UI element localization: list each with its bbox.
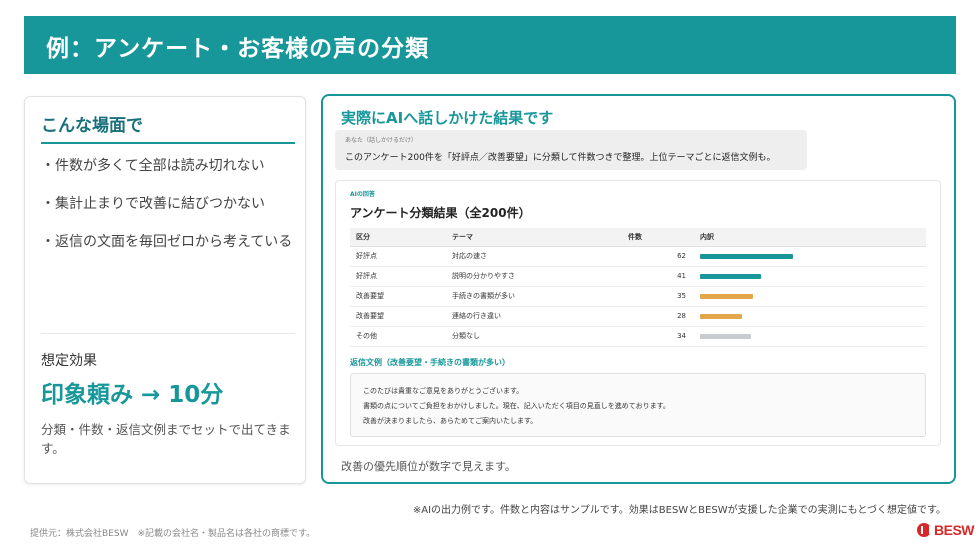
cell-theme: 対応の速さ [446,246,622,267]
cell-category: その他 [350,326,446,347]
slide-header: 例：アンケート・お客様の声の分類 [24,16,956,74]
cell-breakdown [694,266,926,287]
cell-count: 35 [622,286,694,307]
pain-point-list: ・件数が多くて全部は読み切れない ・集計止まりで改善に結びつかない ・返信の文面… [41,155,297,269]
result-title: 実際にAIへ話しかけた結果です [341,109,554,127]
pain-point-item: ・件数が多くて全部は読み切れない [41,158,265,174]
column-header-theme: テーマ [446,228,622,247]
cell-breakdown [694,286,926,307]
effect-value: 印象頼み → 10分 [41,382,224,408]
scenario-card: こんな場面で ・件数が多くて全部は読み切れない ・集計止まりで改善に結びつかない… [24,96,306,484]
slide-title: 例：アンケート・お客様の声の分類 [46,36,430,62]
cell-category: 改善要望 [350,286,446,307]
result-caption: 改善の優先順位が数字で見えます。 [341,460,516,473]
table-body: 好評点 対応の速さ 62 好評点 説明の分かりやすさ 41 改善要望 手続きの書類が多い 35 改… [350,246,926,347]
disclaimer-note: ※AIの出力例です。件数と内容はサンプルです。効果はBESWとBESWが支援した… [412,505,946,516]
answer-title: アンケート分類結果（全200件） [350,206,531,220]
cell-breakdown [694,306,926,327]
breakdown-bar [700,293,753,299]
reply-example-box: このたびは貴重なご意見をありがとうございます。 書類の点についてご負担をおかけし… [350,373,926,437]
cell-theme: 説明の分かりやすさ [446,266,622,287]
breakdown-bar [700,273,761,279]
table-row: 改善要望 連絡の行き違い 28 [350,306,926,327]
cell-breakdown [694,326,926,347]
logo-text: BESW [934,522,975,538]
scenario-title: こんな場面で [41,111,295,144]
prompt-text: このアンケート200件を「好評点／改善要望」に分類して件数つきで整理。上位テーマ… [345,153,776,163]
prompt-label: あなた（話しかけるだけ） [345,137,418,144]
logo-mark-icon [917,523,931,537]
table-row: その他 分類なし 34 [350,326,926,347]
ai-result-card: 実際にAIへ話しかけた結果です あなた（話しかけるだけ） このアンケート200件… [321,94,956,484]
breakdown-bar [700,313,742,319]
column-header-breakdown: 内訳 [694,228,926,247]
divider [41,333,295,334]
cell-breakdown [694,246,926,267]
table-row: 改善要望 手続きの書類が多い 35 [350,286,926,307]
breakdown-bar [700,253,793,259]
user-prompt-bubble: あなた（話しかけるだけ） このアンケート200件を「好評点／改善要望」に分類して… [335,130,807,170]
brand-logo: BESW [917,522,975,538]
effect-label: 想定効果 [41,353,97,369]
answer-label: AIの回答 [350,191,375,198]
table-header-row: 区分 テーマ 件数 内訳 [350,228,926,247]
breakdown-bar [700,333,751,339]
ai-answer-card: AIの回答 アンケート分類結果（全200件） 区分 テーマ 件数 内訳 好評点対… [335,180,941,446]
reply-line: 書類の点についてご負担をおかけしました。現在、記入いただく項目の見直しを進めてお… [363,402,670,410]
cell-count: 28 [622,306,694,327]
cell-theme: 手続きの書類が多い [446,286,622,307]
classification-table: 区分 テーマ 件数 内訳 好評点 対応の速さ 62 好評点 説明の分かりやすさ 41 改善要… [350,228,926,347]
pain-point-item: ・集計止まりで改善に結びつかない [41,196,265,212]
reply-example-label: 返信文例（改善要望・手続きの書類が多い） [350,358,510,367]
table-row: 好評点 説明の分かりやすさ 41 [350,266,926,287]
cell-theme: 連絡の行き違い [446,306,622,327]
cell-theme: 分類なし [446,326,622,347]
column-header-count: 件数 [622,228,694,247]
reply-line: 改善が決まりましたら、あらためてご案内いたします。 [363,417,538,425]
cell-category: 改善要望 [350,306,446,327]
cell-category: 好評点 [350,246,446,267]
cell-category: 好評点 [350,266,446,287]
table-row: 好評点 対応の速さ 62 [350,246,926,267]
pain-point-item: ・返信の文面を毎回ゼロから考えている [41,234,293,250]
cell-count: 41 [622,266,694,287]
cell-count: 34 [622,326,694,347]
footer-credit: 提供元：株式会社BESW ※記載の会社名・製品名は各社の商標です。 [30,529,316,539]
reply-line: このたびは貴重なご意見をありがとうございます。 [363,387,524,395]
effect-description: 分類・件数・返信文例までセットで出てきます。 [41,422,291,456]
cell-count: 62 [622,246,694,267]
column-header-category: 区分 [350,228,446,247]
